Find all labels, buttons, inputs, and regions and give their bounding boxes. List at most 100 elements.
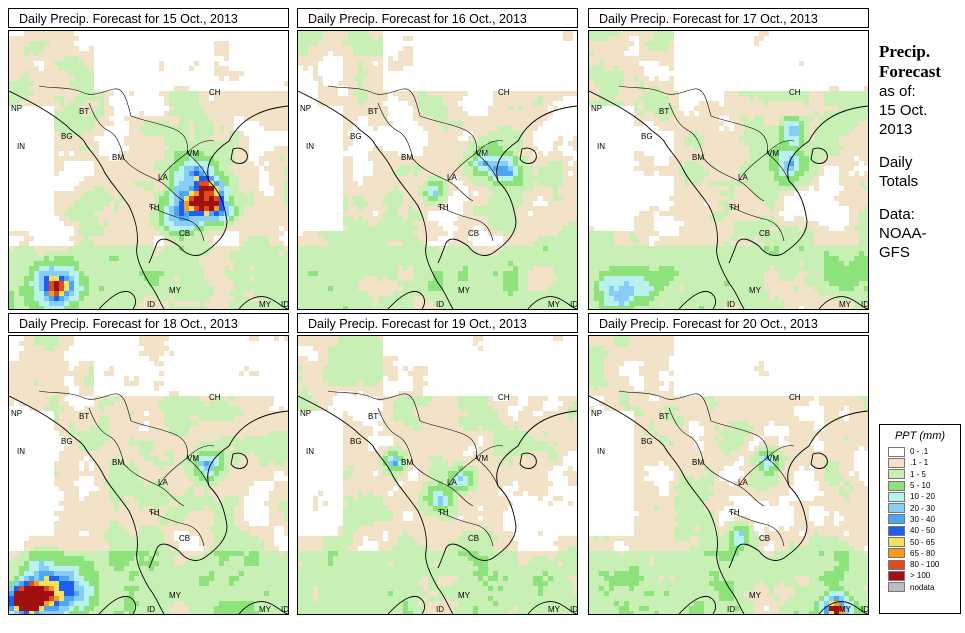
country-border <box>766 457 790 487</box>
country-label: NP <box>300 104 311 113</box>
precip-map: CH NP BT IN BG BM VM LA TH CB MY ID MY ID <box>297 335 578 615</box>
precip-map: CH NP BT IN BG BM VM LA TH CB MY ID MY ID <box>588 335 869 615</box>
country-label: BT <box>659 412 669 421</box>
country-border <box>475 457 499 487</box>
country-label: ID <box>147 300 155 309</box>
asof-date-line1: 15 Oct. <box>879 102 928 119</box>
coastline <box>527 601 577 614</box>
country-label: BT <box>79 107 89 116</box>
country-label: MY <box>749 286 762 295</box>
legend-label: 0 - .1 <box>910 447 929 457</box>
country-label: BG <box>61 437 73 446</box>
legend-item: 40 - 50 <box>888 525 960 536</box>
legend-swatch <box>888 525 905 536</box>
country-label: ID <box>436 300 444 309</box>
country-label: ID <box>281 605 288 614</box>
coastline <box>467 410 577 561</box>
legend-label: 10 - 20 <box>910 492 935 502</box>
coastline <box>298 90 454 309</box>
country-label: LA <box>447 173 457 182</box>
legend-label: 80 - 100 <box>910 560 940 570</box>
country-label: CB <box>759 229 770 238</box>
country-border <box>186 152 210 182</box>
coastline <box>9 395 165 614</box>
country-label: NP <box>300 409 311 418</box>
precip-map: CH NP BT IN BG BM VM LA TH CB MY ID MY ID <box>588 30 869 310</box>
coastline <box>589 90 745 309</box>
legend-swatch <box>888 514 905 525</box>
legend-swatch <box>888 548 905 559</box>
legend-item: 50 - 65 <box>888 536 960 548</box>
coastline <box>148 543 180 569</box>
legend-label: > 100 <box>910 571 931 581</box>
precip-grid: CH NP BT IN BG BM VM LA TH CB MY ID MY ID <box>298 31 577 309</box>
legend-swatch <box>888 457 905 468</box>
country-border <box>327 390 421 422</box>
country-label: MY <box>839 605 852 614</box>
country-label: NP <box>591 104 602 113</box>
country-label: CH <box>498 88 510 97</box>
country-label: VM <box>476 454 488 463</box>
coastline <box>178 105 288 256</box>
country-label: NP <box>11 409 22 418</box>
country-label: BG <box>350 132 362 141</box>
forecast-info: Precip. Forecast as of: 15 Oct. 2013 Dai… <box>879 42 963 262</box>
panel-title: Daily Precip. Forecast for 16 Oct., 2013 <box>297 8 578 28</box>
precip-grid: CH NP BT IN BG BM VM LA TH CB MY ID MY ID <box>589 336 868 614</box>
country-label: TH <box>149 203 160 212</box>
country-label: IN <box>306 447 314 456</box>
legend-swatch <box>888 491 905 502</box>
country-label: BM <box>692 458 704 467</box>
country-label: VM <box>476 149 488 158</box>
country-label: IN <box>17 142 25 151</box>
coastline <box>148 238 180 264</box>
coastline <box>230 452 248 469</box>
coastline <box>9 90 165 309</box>
country-border <box>710 115 768 154</box>
legend-item: 5 - 10 <box>888 480 960 491</box>
coastline <box>238 601 288 614</box>
country-border <box>88 407 125 465</box>
data-source-line3: GFS <box>879 244 910 261</box>
country-label: BG <box>350 437 362 446</box>
panel-title: Daily Precip. Forecast for 18 Oct., 2013 <box>8 313 289 333</box>
country-label: TH <box>729 508 740 517</box>
country-border <box>728 205 785 242</box>
country-border <box>377 407 414 465</box>
daily-label-line1: Daily <box>879 154 913 171</box>
country-border <box>618 85 712 117</box>
precip-cells <box>9 31 288 309</box>
precip-cells <box>589 336 868 614</box>
legend-item: 20 - 30 <box>888 502 960 514</box>
forecast-panel-day4: Daily Precip. Forecast for 18 Oct., 2013… <box>8 313 291 616</box>
country-label: BM <box>401 153 413 162</box>
panel-title: Daily Precip. Forecast for 19 Oct., 2013 <box>297 313 578 333</box>
legend-label: nodata <box>910 582 935 592</box>
country-border <box>475 152 499 182</box>
country-label: NP <box>591 409 602 418</box>
precip-cells <box>589 31 868 309</box>
country-border <box>38 390 132 422</box>
country-label: CH <box>498 393 510 402</box>
country-label: IN <box>597 447 605 456</box>
panel-title: Daily Precip. Forecast for 17 Oct., 2013 <box>588 8 869 28</box>
country-label: ID <box>147 605 155 614</box>
legend-item: 0 - .1 <box>888 446 960 457</box>
country-label: CB <box>468 534 479 543</box>
coastline <box>728 543 760 569</box>
country-label: BT <box>659 107 669 116</box>
forecast-panel-day3: Daily Precip. Forecast for 17 Oct., 2013… <box>588 8 871 311</box>
coastline <box>678 596 716 614</box>
coastline <box>810 452 828 469</box>
legend-label: 40 - 50 <box>910 526 935 536</box>
country-border <box>148 205 205 242</box>
country-label: ID <box>570 605 577 614</box>
legend-item: 80 - 100 <box>888 559 960 570</box>
coastline <box>238 296 288 309</box>
country-label: BM <box>112 153 124 162</box>
coastline <box>519 147 537 164</box>
country-border <box>186 457 210 487</box>
country-label: BG <box>641 437 653 446</box>
country-label: TH <box>438 203 449 212</box>
legend-label: 30 - 40 <box>910 514 935 524</box>
